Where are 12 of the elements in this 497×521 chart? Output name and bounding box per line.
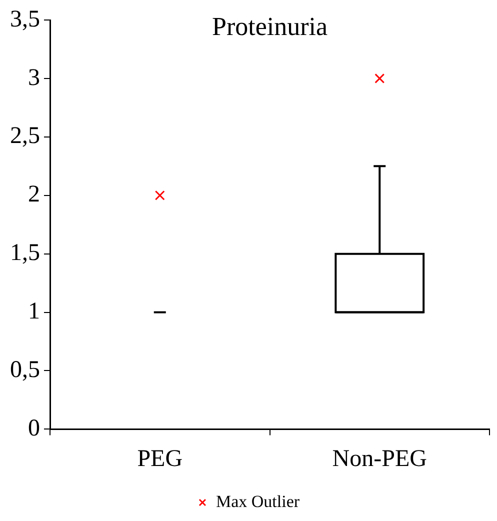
y-tick-label: 3 (28, 64, 40, 91)
y-tick-label: 1 (28, 298, 40, 325)
y-tick-label: 3,5 (10, 6, 40, 32)
y-tick-label: 2 (28, 182, 40, 208)
y-tick-label: 0,5 (10, 357, 40, 384)
y-tick-label: 0 (28, 415, 40, 442)
x-tick-label: Non-PEG (332, 446, 427, 472)
y-tick-label: 2,5 (10, 123, 40, 150)
y-tick-label: 1,5 (10, 240, 40, 266)
legend-label: Max Outlier (216, 492, 300, 511)
chart-title: Proteinuria (212, 12, 328, 41)
x-tick-label: PEG (137, 446, 183, 472)
